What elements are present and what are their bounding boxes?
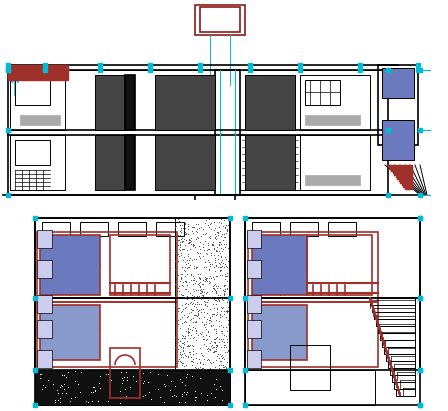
Bar xyxy=(247,320,261,338)
Bar xyxy=(388,361,415,368)
Bar xyxy=(252,305,307,360)
Bar xyxy=(388,165,413,168)
Bar xyxy=(37,230,52,248)
Bar xyxy=(382,68,414,98)
Bar xyxy=(399,179,413,182)
Bar xyxy=(240,135,300,190)
Bar xyxy=(156,222,184,236)
Bar xyxy=(8,130,388,195)
Bar xyxy=(300,75,370,130)
Bar xyxy=(252,235,307,295)
Bar xyxy=(245,218,420,298)
Bar xyxy=(290,345,330,390)
Bar xyxy=(15,140,50,165)
Bar xyxy=(95,75,125,130)
Bar xyxy=(328,222,356,236)
Bar xyxy=(376,319,415,326)
Bar xyxy=(305,115,360,125)
Bar xyxy=(389,167,413,170)
Bar xyxy=(394,382,415,389)
Bar xyxy=(200,7,240,32)
Bar xyxy=(20,115,60,125)
Bar xyxy=(400,181,413,184)
Bar xyxy=(10,75,65,130)
Bar xyxy=(382,120,414,160)
Bar xyxy=(195,5,245,35)
Bar xyxy=(247,230,261,248)
Bar xyxy=(15,80,50,105)
Bar xyxy=(118,222,146,236)
Bar xyxy=(247,295,261,313)
Bar xyxy=(248,302,378,367)
Bar xyxy=(35,218,230,298)
Bar xyxy=(305,175,360,185)
Bar xyxy=(155,75,215,130)
Bar xyxy=(110,235,170,295)
Bar xyxy=(290,222,318,236)
Bar xyxy=(380,333,415,340)
Bar xyxy=(405,187,413,190)
Bar xyxy=(155,135,215,190)
Bar xyxy=(125,135,135,190)
Bar xyxy=(215,70,240,195)
Bar xyxy=(37,260,52,278)
Bar xyxy=(37,302,177,367)
Bar xyxy=(392,375,415,382)
Bar xyxy=(35,370,230,405)
Bar xyxy=(252,222,280,236)
Bar xyxy=(372,305,415,312)
Bar xyxy=(374,312,415,319)
Bar xyxy=(245,135,295,190)
Bar xyxy=(37,295,52,313)
Bar xyxy=(403,185,413,188)
Bar xyxy=(378,65,418,145)
Bar xyxy=(10,67,65,77)
Bar xyxy=(110,348,140,398)
Bar xyxy=(0,200,448,215)
Bar xyxy=(37,350,52,368)
Bar xyxy=(390,368,415,375)
Bar xyxy=(80,222,108,236)
Bar xyxy=(245,75,295,130)
Bar xyxy=(305,80,340,105)
Bar xyxy=(248,232,378,302)
Bar xyxy=(378,326,415,333)
Bar xyxy=(386,354,415,361)
Bar xyxy=(8,65,68,80)
Bar xyxy=(40,235,100,295)
Bar xyxy=(247,260,261,278)
Bar xyxy=(245,298,420,370)
Bar xyxy=(396,389,415,396)
Bar xyxy=(8,70,388,135)
Bar xyxy=(245,218,420,405)
Bar xyxy=(37,320,52,338)
Bar xyxy=(384,347,415,354)
Bar xyxy=(394,173,413,176)
Bar xyxy=(125,75,135,130)
Bar xyxy=(40,305,100,360)
Bar xyxy=(397,177,413,180)
Bar xyxy=(300,135,370,190)
Bar xyxy=(42,222,70,236)
Bar xyxy=(382,340,415,347)
Bar xyxy=(35,298,230,370)
Bar xyxy=(247,350,261,368)
Bar xyxy=(370,298,415,305)
Bar xyxy=(307,235,372,295)
Bar xyxy=(35,218,230,405)
Bar xyxy=(95,135,125,190)
Bar xyxy=(37,232,177,302)
Bar xyxy=(245,370,375,405)
Bar xyxy=(401,183,413,186)
Bar xyxy=(396,175,413,178)
Bar xyxy=(10,135,65,190)
Bar xyxy=(392,171,413,174)
Bar xyxy=(391,169,413,172)
